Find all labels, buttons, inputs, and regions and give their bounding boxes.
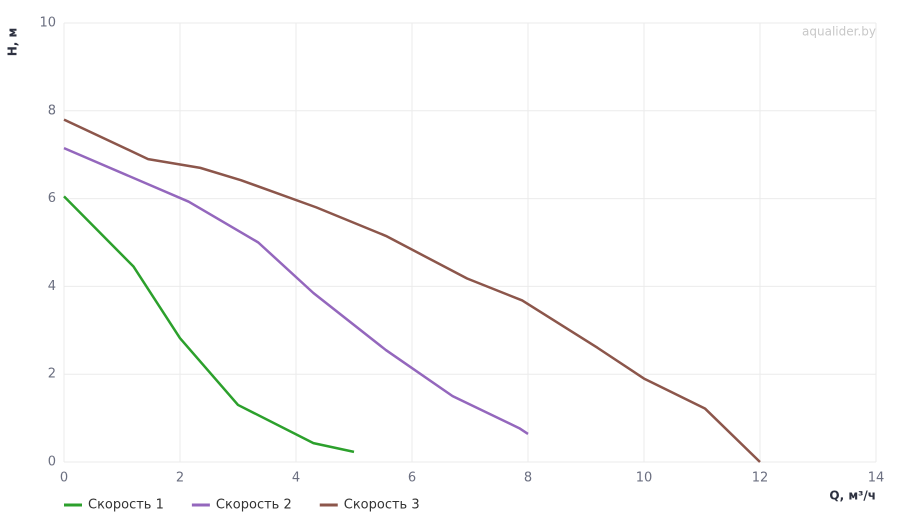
x-tick-label: 0 bbox=[60, 471, 68, 486]
series-line bbox=[63, 195, 355, 454]
y-axis-title: H, м bbox=[6, 28, 20, 57]
x-tick-label: 10 bbox=[636, 471, 653, 486]
y-tick-label: 8 bbox=[48, 103, 56, 118]
x-tick-label: 8 bbox=[524, 471, 532, 486]
x-tick-label: 14 bbox=[868, 471, 885, 486]
x-tick-label: 4 bbox=[292, 471, 300, 486]
series-line bbox=[63, 118, 761, 463]
y-tick-label: 4 bbox=[48, 279, 56, 294]
legend-label: Скорость 2 bbox=[216, 498, 292, 513]
y-tick-label: 6 bbox=[48, 191, 56, 206]
watermark: aqualider.by bbox=[802, 25, 876, 39]
y-tick-label: 10 bbox=[39, 16, 56, 31]
series-line bbox=[63, 146, 529, 435]
y-tick-label: 2 bbox=[48, 367, 56, 382]
y-tick-label: 0 bbox=[48, 455, 56, 470]
x-tick-label: 12 bbox=[752, 471, 769, 486]
legend-label: Скорость 1 bbox=[88, 498, 164, 513]
x-tick-label: 2 bbox=[176, 471, 184, 486]
legend-label: Скорость 3 bbox=[344, 498, 420, 513]
x-axis-title: Q, м³/ч bbox=[829, 489, 876, 503]
x-tick-label: 6 bbox=[408, 471, 416, 486]
